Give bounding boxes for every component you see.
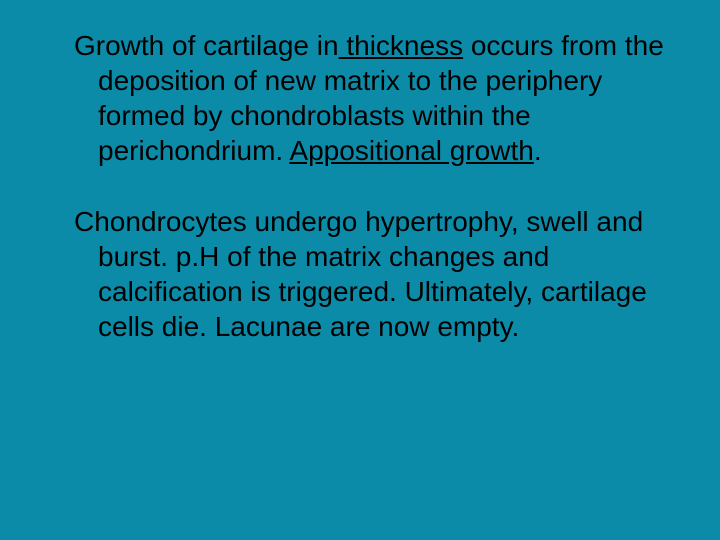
p1-seg4: . <box>534 135 542 166</box>
paragraph-2: Chondrocytes undergo hypertrophy, swell … <box>38 204 682 344</box>
p1-seg1: thickness <box>339 30 464 61</box>
p1-seg0: Growth of cartilage in <box>74 30 339 61</box>
paragraph-1: Growth of cartilage in thickness occurs … <box>38 28 682 168</box>
p1-seg3: Appositional growth <box>289 135 533 166</box>
p2-seg0: Chondrocytes undergo hypertrophy, swell … <box>74 206 647 342</box>
